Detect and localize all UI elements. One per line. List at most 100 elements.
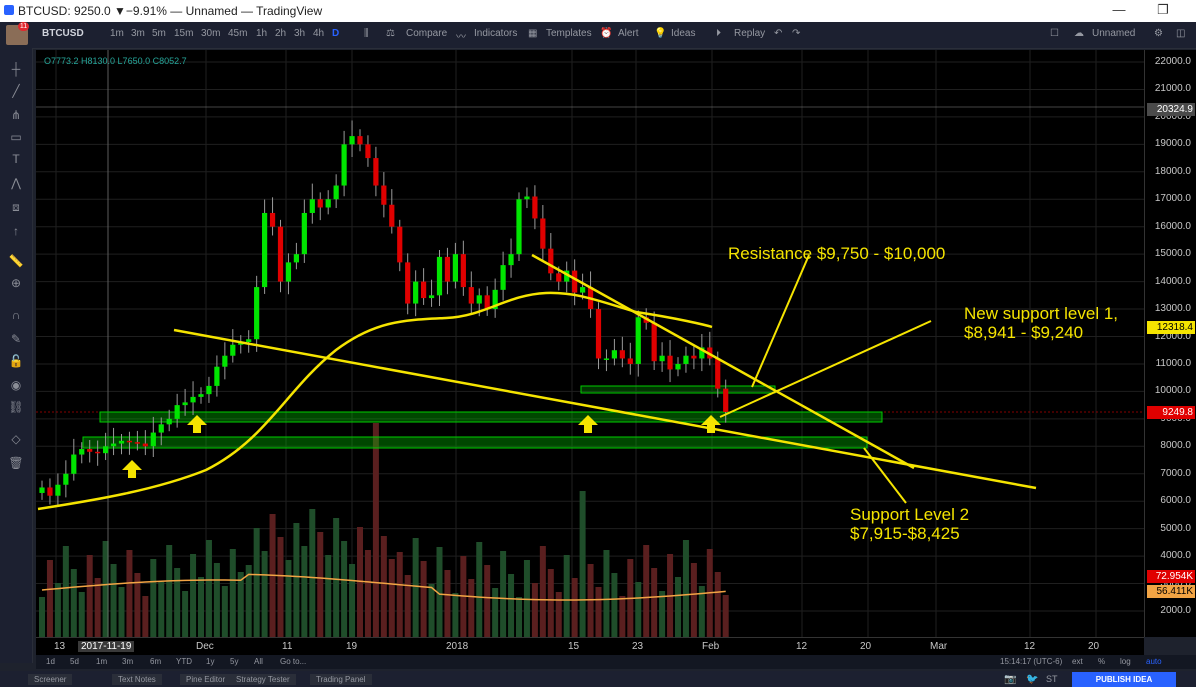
candle-style-icon[interactable]: ⫼	[364, 28, 369, 39]
volume-ma-label: 56.411K	[1147, 585, 1195, 598]
zoom-in-icon[interactable]: ⊕	[10, 276, 22, 290]
redo-icon[interactable]: ↷	[792, 28, 801, 39]
compare-button[interactable]: Compare	[406, 28, 448, 39]
tab-screener[interactable]: Screener	[28, 674, 73, 685]
range-1d[interactable]: 1d	[46, 657, 55, 666]
candle	[421, 281, 427, 299]
toggle-auto[interactable]: auto	[1146, 657, 1162, 666]
annotation-new-support-line2: $8,941 - $9,240	[964, 323, 1084, 342]
top-toolbar: 11 BTCUSD 1m 3m 5m 15m 30m 45m 1h 2h 3h …	[0, 22, 1196, 49]
interval-15m[interactable]: 15m	[174, 28, 194, 39]
tab-text-notes[interactable]: Text Notes	[112, 674, 162, 685]
publish-idea-button[interactable]: PUBLISH IDEA	[1072, 672, 1176, 687]
symbol-search[interactable]: BTCUSD	[42, 28, 84, 39]
time-axis[interactable]: 13 2017-11-19 Dec 11 19 2018 15 23 Feb 1…	[36, 637, 1144, 656]
trend-line-icon[interactable]: ╱	[12, 84, 20, 98]
prediction-icon[interactable]: ⧈	[12, 200, 20, 214]
candle	[222, 355, 228, 367]
volume-bar	[484, 565, 491, 637]
restore-button[interactable]: ❐	[1157, 2, 1169, 17]
interval-4h[interactable]: 4h	[313, 28, 325, 39]
interval-5m[interactable]: 5m	[152, 28, 166, 39]
price-tick: 14000.0	[1154, 275, 1191, 287]
eye-icon[interactable]: ◉	[10, 378, 22, 392]
tab-strategy-tester[interactable]: Strategy Tester	[230, 674, 296, 685]
undo-icon[interactable]: ↶	[774, 28, 783, 39]
chart-canvas[interactable]	[36, 50, 1144, 637]
annotation-resistance: Resistance $9,750 - $10,000	[728, 244, 946, 263]
volume-bar	[555, 592, 562, 637]
ruler-icon[interactable]: 📏	[8, 254, 24, 268]
fullscreen-icon[interactable]: ☐	[1050, 28, 1059, 39]
camera-icon[interactable]: 📷	[1004, 674, 1017, 685]
toggle-percent[interactable]: %	[1098, 657, 1106, 666]
range-ytd[interactable]: YTD	[176, 657, 192, 666]
range-all[interactable]: All	[254, 657, 263, 666]
price-axis[interactable]: 22000.0 21000.0 20000.0 19000.0 18000.0 17000…	[1144, 50, 1196, 637]
candle	[150, 432, 156, 447]
range-3m[interactable]: 3m	[122, 657, 134, 666]
twitter-icon[interactable]: 🐦	[1026, 674, 1039, 685]
range-5y[interactable]: 5y	[230, 657, 239, 666]
trash-icon[interactable]: 🗑	[8, 456, 24, 470]
range-6m[interactable]: 6m	[150, 657, 162, 666]
candle	[516, 199, 522, 255]
price-tick: 22000.0	[1154, 56, 1191, 67]
link-icon[interactable]: ⛓	[8, 400, 24, 414]
pointer-resistance	[751, 254, 810, 388]
interval-3m[interactable]: 3m	[131, 28, 145, 39]
gear-icon[interactable]: ⚙	[1154, 28, 1163, 39]
ideas-button[interactable]: Ideas	[671, 28, 696, 39]
alert-button[interactable]: Alert	[618, 28, 639, 39]
pitchfork-icon[interactable]: ⋔	[10, 108, 22, 122]
indicators-button[interactable]: Indicators	[474, 28, 518, 39]
snapshot-icon[interactable]: ◫	[1176, 28, 1186, 39]
interval-30m[interactable]: 30m	[201, 28, 221, 39]
interval-1m[interactable]: 1m	[110, 28, 124, 39]
volume-label: 72.954K	[1147, 570, 1195, 583]
volume-bar	[714, 572, 721, 637]
replay-icon: ⏵	[716, 28, 721, 39]
interval-45m[interactable]: 45m	[228, 28, 248, 39]
candle	[460, 254, 466, 288]
interval-2h[interactable]: 2h	[275, 28, 287, 39]
interval-1h[interactable]: 1h	[256, 28, 268, 39]
rectangle-icon[interactable]: ▭	[10, 130, 22, 144]
volume-bar	[182, 591, 189, 637]
candle	[413, 281, 419, 304]
interval-3h[interactable]: 3h	[294, 28, 306, 39]
goto-date-button[interactable]: Go to...	[280, 657, 307, 666]
interval-d[interactable]: D	[332, 28, 340, 39]
volume-bar	[388, 559, 395, 637]
layout-name[interactable]: Unnamed	[1092, 28, 1136, 39]
price-tick: 7000.0	[1160, 467, 1191, 479]
toggle-ext[interactable]: ext	[1072, 657, 1083, 666]
pointer-new-support	[719, 320, 932, 418]
minimize-button[interactable]: —	[1112, 2, 1126, 17]
lock-drawing-icon[interactable]: ✎	[10, 332, 22, 346]
toggle-log[interactable]: log	[1120, 657, 1131, 666]
tab-pine-editor[interactable]: Pine Editor	[180, 674, 232, 685]
ohlc-legend: O7773.2 H8130.0 L7650.0 C8052.7	[44, 56, 187, 66]
candle	[277, 226, 284, 282]
volume-bar	[70, 569, 77, 637]
range-1y[interactable]: 1y	[206, 657, 215, 666]
candle	[500, 265, 506, 290]
stocktwits-button[interactable]: ST	[1046, 674, 1058, 684]
pattern-icon[interactable]: ⋀	[11, 176, 21, 190]
replay-button[interactable]: Replay	[734, 28, 766, 39]
volume-bar	[301, 546, 308, 637]
magnet-icon[interactable]: ∩	[11, 308, 21, 322]
chart-area[interactable]: O7773.2 H8130.0 L7650.0 C8052.7 Resistan…	[36, 50, 1144, 637]
crosshair-icon[interactable]: ┼	[11, 62, 21, 76]
lock-icon[interactable]: 🔓	[8, 354, 24, 368]
tab-trading-panel[interactable]: Trading Panel	[310, 674, 372, 685]
templates-button[interactable]: Templates	[546, 28, 592, 39]
range-5d[interactable]: 5d	[70, 657, 79, 666]
time-tick: 19	[346, 641, 358, 652]
layers-icon[interactable]: ◇	[11, 432, 21, 446]
text-icon[interactable]: T	[12, 152, 20, 166]
support-zone-2	[82, 436, 868, 449]
range-1m[interactable]: 1m	[96, 657, 108, 666]
arrow-up-icon[interactable]: ↑	[13, 224, 19, 238]
